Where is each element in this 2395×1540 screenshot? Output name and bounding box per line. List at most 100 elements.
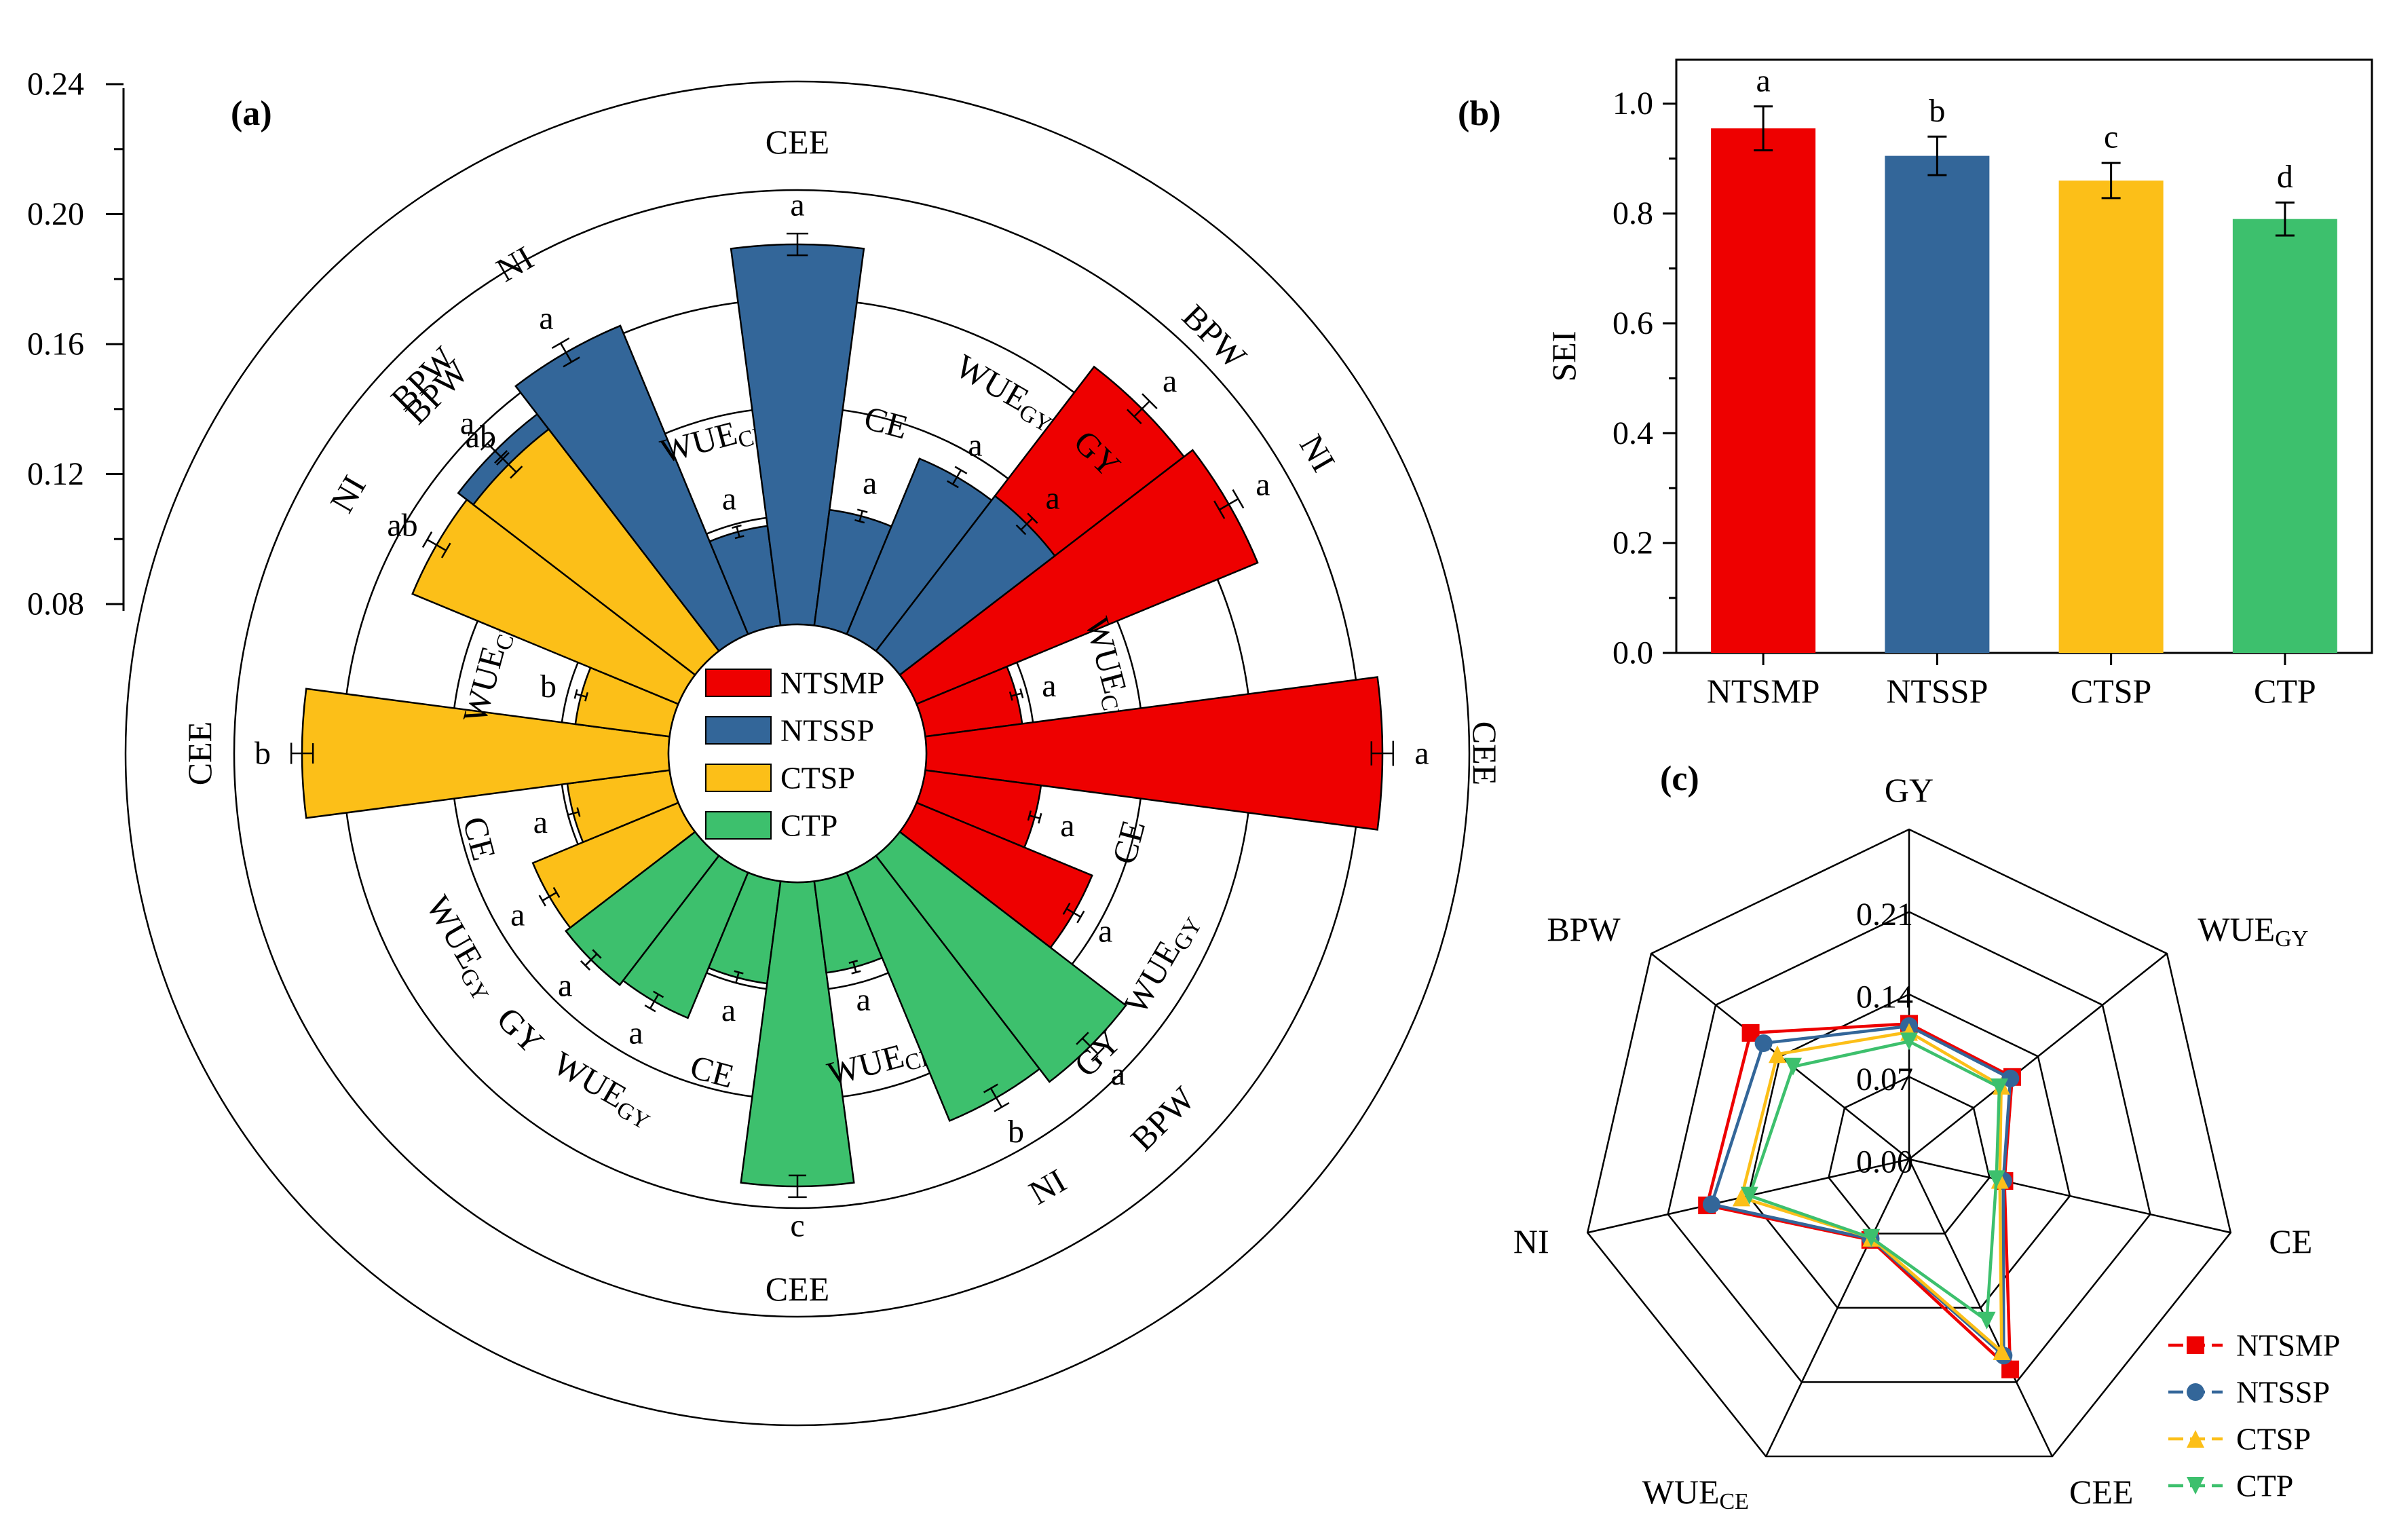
legend-swatch bbox=[705, 811, 772, 840]
radial-bar-indicator-label: CEE bbox=[1466, 721, 1504, 785]
radial-center-circle bbox=[667, 623, 928, 884]
radar-axis-label: BPW bbox=[1547, 910, 1621, 948]
grid-circle bbox=[124, 80, 1471, 1427]
radial-bar-significance-label: a bbox=[1414, 736, 1429, 772]
radar-grid-ring bbox=[1828, 1076, 1991, 1235]
radial-error-cap bbox=[1142, 393, 1158, 409]
legend-marker bbox=[2187, 1383, 2204, 1401]
legend-label: CTP bbox=[780, 808, 837, 843]
radial-bar-indicator-label: GY bbox=[490, 1000, 552, 1062]
radial-bar-indicator-label: CE bbox=[455, 812, 504, 864]
radial-bar-significance-label: c bbox=[790, 1208, 804, 1244]
radial-error-cap bbox=[576, 807, 581, 817]
radial-error-bar bbox=[1066, 907, 1082, 918]
radial-bar-significance-label: b bbox=[540, 669, 557, 705]
radar-tick-label: 0.14 bbox=[1856, 979, 1913, 1015]
radial-error-bar bbox=[1011, 692, 1022, 697]
radar-point bbox=[1740, 1186, 1758, 1205]
radial-error-bar bbox=[735, 972, 740, 983]
radial-bar-significance-label: a bbox=[790, 187, 804, 223]
legend-label: CTSP bbox=[2236, 1422, 2311, 1457]
radar-point bbox=[1732, 1188, 1750, 1207]
radial-bar-significance-label: a bbox=[1060, 808, 1074, 844]
radial-error-cap bbox=[734, 535, 744, 540]
radar-axis-label: WUEGY bbox=[2198, 910, 2308, 952]
radial-error-bar bbox=[736, 526, 740, 538]
radial-bar-indicator-label: CEE bbox=[181, 721, 219, 785]
radial-error-bar bbox=[1029, 814, 1040, 819]
radial-error-cap bbox=[954, 466, 968, 474]
y-axis-tick-label: 0.8 bbox=[1613, 195, 1653, 231]
legend-swatch bbox=[705, 669, 772, 697]
radar-axis-label: WUECE bbox=[1642, 1473, 1749, 1514]
radial-error-cap bbox=[580, 960, 590, 971]
radial-error-cap bbox=[1019, 688, 1024, 698]
legend-label: NTSMP bbox=[2236, 1328, 2340, 1363]
radar-series-line bbox=[1739, 1030, 2003, 1355]
radial-bar-significance-label: a bbox=[1111, 1056, 1125, 1092]
legend-label: CTSP bbox=[780, 761, 855, 795]
radial-error-cap bbox=[644, 1004, 656, 1013]
radial-bar-indicator-label: CE bbox=[861, 398, 912, 447]
radial-error-bar bbox=[567, 811, 579, 816]
legend-label: NTSMP bbox=[780, 666, 884, 700]
radial-axis-tick-label: 0.12 bbox=[27, 456, 84, 492]
radar-axis-label: GY bbox=[1885, 771, 1934, 809]
radar-series-line bbox=[1747, 1040, 2001, 1323]
radar-spoke bbox=[1908, 1158, 2231, 1234]
radial-bar-indicator-label: WUEGY bbox=[948, 347, 1064, 438]
x-axis-tick-label: NTSSP bbox=[1886, 672, 1988, 710]
radar-chart: 0.00 0.07 0.14 0.21 GY WUEGY CE CEE WUECE NI BPW NT… bbox=[1513, 771, 2341, 1514]
radar-point bbox=[1768, 1045, 1786, 1064]
radar-axis-label: NI bbox=[1513, 1222, 1549, 1260]
radial-error-cap bbox=[652, 990, 664, 998]
radial-error-cap bbox=[854, 519, 865, 524]
radar-tick-label: 0.21 bbox=[1856, 897, 1913, 933]
x-axis-tick-label: CTP bbox=[2254, 672, 2316, 710]
radial-bar-significance-label: a bbox=[558, 968, 572, 1004]
radar-grid-ring bbox=[1747, 993, 2071, 1309]
radial-error-cap bbox=[1062, 903, 1071, 915]
radial-bar-significance-label: a bbox=[628, 1015, 643, 1051]
radial-bar-significance-label: a bbox=[558, 968, 572, 1004]
radial-bar-significance-label: a bbox=[460, 405, 474, 441]
radial-bar-indicator-label: NI bbox=[490, 238, 540, 289]
legend-marker bbox=[2187, 1336, 2204, 1354]
radial-error-cap bbox=[565, 810, 571, 820]
radial-bar-significance-label: a bbox=[721, 992, 736, 1028]
radial-error-cap bbox=[1027, 810, 1032, 821]
legend-label: NTSSP bbox=[2236, 1375, 2330, 1410]
radial-bar-indicator-label: CEE bbox=[766, 123, 829, 161]
radial-error-bar bbox=[576, 693, 587, 698]
sei-bar bbox=[1885, 155, 1990, 654]
radial-bar-indicator-label: NI bbox=[322, 469, 373, 519]
radial-bar-significance-label: a bbox=[1098, 914, 1112, 950]
radial-error-cap bbox=[947, 480, 959, 489]
radial-error-cap bbox=[421, 531, 433, 548]
radial-bar-significance-label: a bbox=[533, 804, 548, 840]
sei-bar bbox=[2058, 181, 2164, 653]
x-axis-tick-label: CTSP bbox=[2071, 672, 2152, 710]
radial-bar-significance-label: b bbox=[254, 736, 271, 772]
radial-error-cap bbox=[856, 508, 868, 513]
radial-error-bar bbox=[989, 1088, 1003, 1108]
radial-error-bar bbox=[1219, 497, 1239, 511]
radial-error-cap bbox=[1076, 1032, 1089, 1045]
sei-bar-chart: 0.0 0.2 0.4 0.6 0.8 1.0 SEI a NTSMP b NTSSP c CTSP d C… bbox=[1545, 58, 2373, 710]
sei-bar bbox=[1711, 128, 1816, 653]
radial-axis-tick-label: 0.20 bbox=[27, 196, 84, 232]
legend-swatch bbox=[705, 764, 772, 792]
y-axis-tick-label: 0.6 bbox=[1613, 305, 1653, 341]
radial-error-cap bbox=[1091, 1047, 1105, 1061]
radial-axis-tick-label: 0.16 bbox=[27, 326, 84, 362]
radial-error-cap bbox=[732, 524, 742, 529]
radar-point bbox=[2001, 1069, 2020, 1087]
radial-error-cap bbox=[592, 949, 602, 959]
radar-series-line bbox=[1705, 1022, 2014, 1373]
radial-axis-tick-label: 0.24 bbox=[27, 67, 84, 102]
radial-bar-significance-label: a bbox=[510, 897, 525, 933]
y-axis-tick-label: 0.4 bbox=[1613, 415, 1653, 451]
plot-frame bbox=[1675, 58, 2373, 654]
radar-grid-ring bbox=[1667, 911, 2151, 1383]
radial-bar-significance-label: a bbox=[722, 481, 736, 517]
